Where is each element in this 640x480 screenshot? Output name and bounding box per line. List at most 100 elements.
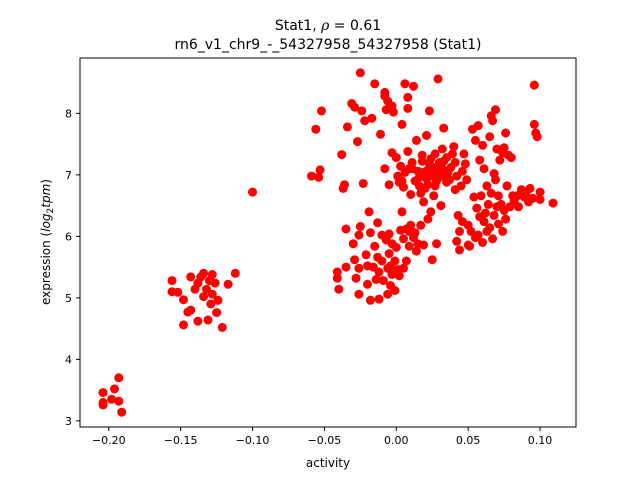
data-point	[445, 175, 454, 185]
title-rho-symbol: ρ	[320, 18, 330, 34]
data-point	[399, 234, 408, 244]
data-point	[376, 129, 385, 139]
data-point	[384, 249, 394, 259]
data-point	[495, 155, 505, 165]
data-point	[455, 226, 464, 236]
data-point	[501, 128, 511, 138]
data-point	[378, 276, 388, 286]
data-point	[186, 272, 196, 282]
x-axis-ticks: −0.20 −0.15 −0.10 −0.05 0.00 0.05 0.10	[92, 427, 552, 447]
data-point	[199, 268, 209, 278]
data-point	[411, 135, 421, 145]
data-point	[315, 165, 325, 175]
data-point	[186, 305, 196, 315]
data-point	[456, 181, 466, 191]
data-point	[357, 106, 367, 116]
ylabel-tpm: tpm	[39, 184, 53, 208]
data-point	[340, 180, 349, 190]
data-point	[478, 238, 488, 247]
data-point	[248, 187, 257, 197]
data-point	[472, 203, 482, 213]
data-point	[203, 315, 213, 325]
data-point	[491, 105, 500, 115]
y-axis-label: expression (log2tpm)	[39, 179, 56, 305]
plot-frame	[79, 57, 577, 428]
data-point	[529, 119, 539, 129]
data-point	[426, 207, 436, 217]
data-point	[110, 384, 119, 394]
data-point	[406, 220, 416, 230]
data-point	[483, 199, 493, 209]
data-point	[210, 278, 220, 288]
data-point	[493, 191, 503, 201]
data-point	[485, 132, 495, 142]
data-point	[423, 214, 433, 224]
data-point	[107, 394, 117, 404]
data-point	[535, 187, 545, 197]
data-point	[374, 294, 384, 304]
data-point	[193, 316, 203, 326]
x-tick-label: 0.05	[456, 434, 481, 447]
data-point	[437, 144, 447, 154]
data-point	[462, 175, 472, 185]
data-point	[480, 208, 490, 218]
data-point	[332, 267, 342, 277]
data-point	[114, 373, 124, 383]
data-point	[403, 147, 413, 156]
data-point	[383, 289, 393, 299]
data-point	[314, 172, 324, 182]
data-point	[465, 241, 475, 251]
points-layer	[98, 68, 558, 417]
data-point	[411, 246, 421, 256]
data-point	[476, 191, 486, 201]
data-point	[213, 295, 223, 305]
data-point	[391, 153, 401, 163]
data-point	[514, 202, 523, 212]
data-point	[470, 135, 480, 145]
data-point	[332, 273, 342, 283]
data-point	[423, 180, 433, 190]
data-point	[361, 250, 371, 260]
data-point	[404, 241, 414, 251]
data-point	[403, 103, 413, 113]
data-point	[488, 234, 498, 244]
data-point	[419, 240, 429, 250]
data-point	[400, 79, 410, 89]
x-tick-label: −0.05	[308, 434, 342, 447]
data-point	[498, 226, 508, 236]
data-point	[455, 245, 464, 255]
x-tick-label: 0.00	[384, 434, 409, 447]
data-point	[449, 142, 459, 152]
data-point	[399, 263, 408, 273]
data-point	[409, 81, 418, 91]
y-tick-label: 5	[65, 292, 72, 305]
data-point	[384, 229, 394, 239]
y-tick-label: 3	[65, 415, 72, 428]
data-point	[311, 124, 321, 134]
data-point	[377, 256, 387, 266]
data-point	[457, 166, 467, 176]
data-point	[354, 263, 364, 273]
data-point	[488, 116, 498, 126]
data-point	[459, 149, 469, 159]
data-point	[390, 256, 400, 266]
data-point	[179, 295, 188, 305]
data-point	[486, 188, 496, 198]
data-point	[432, 239, 441, 249]
data-point	[334, 284, 344, 294]
data-point	[475, 155, 485, 165]
ylabel-log: log	[39, 213, 53, 232]
ylabel-sub: 2	[46, 208, 56, 214]
data-point	[391, 242, 401, 252]
data-point	[363, 279, 372, 289]
data-point	[506, 153, 516, 163]
data-point	[199, 292, 209, 302]
data-point	[479, 217, 489, 227]
x-axis-label: activity	[306, 456, 350, 470]
data-point	[439, 123, 449, 133]
chart-title-line2: rn6_v1_chr9_-_54327958_54327958 (Stat1)	[174, 37, 481, 53]
data-point	[365, 295, 375, 305]
x-tick-label: −0.15	[164, 434, 198, 447]
data-point	[173, 287, 183, 297]
data-point	[427, 255, 437, 265]
